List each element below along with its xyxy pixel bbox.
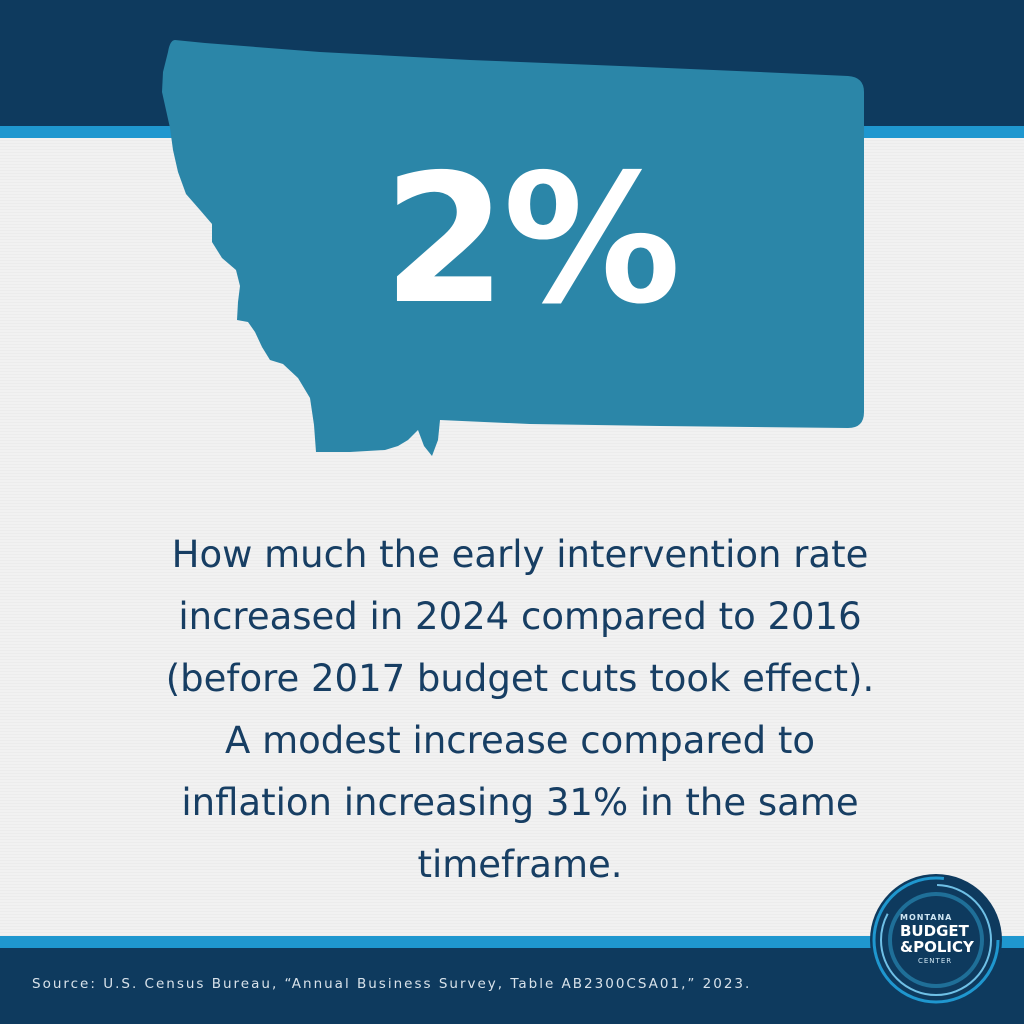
logo-line-budget: BUDGET — [900, 922, 970, 940]
montana-budget-policy-center-logo: MONTANA BUDGET &POLICY CENTER — [866, 870, 1006, 1010]
headline-statistic: 2% — [382, 136, 681, 343]
montana-state-shape — [162, 40, 864, 456]
footer-band — [0, 948, 1024, 1024]
logo-line-policy: &POLICY — [900, 938, 975, 956]
logo-line-center: CENTER — [918, 957, 952, 965]
footer-accent-stripe — [0, 936, 1024, 948]
statistic-description: How much the early intervention rate inc… — [165, 533, 875, 886]
logo-line-montana: MONTANA — [900, 913, 952, 922]
source-citation: Source: U.S. Census Bureau, “Annual Busi… — [32, 976, 752, 992]
